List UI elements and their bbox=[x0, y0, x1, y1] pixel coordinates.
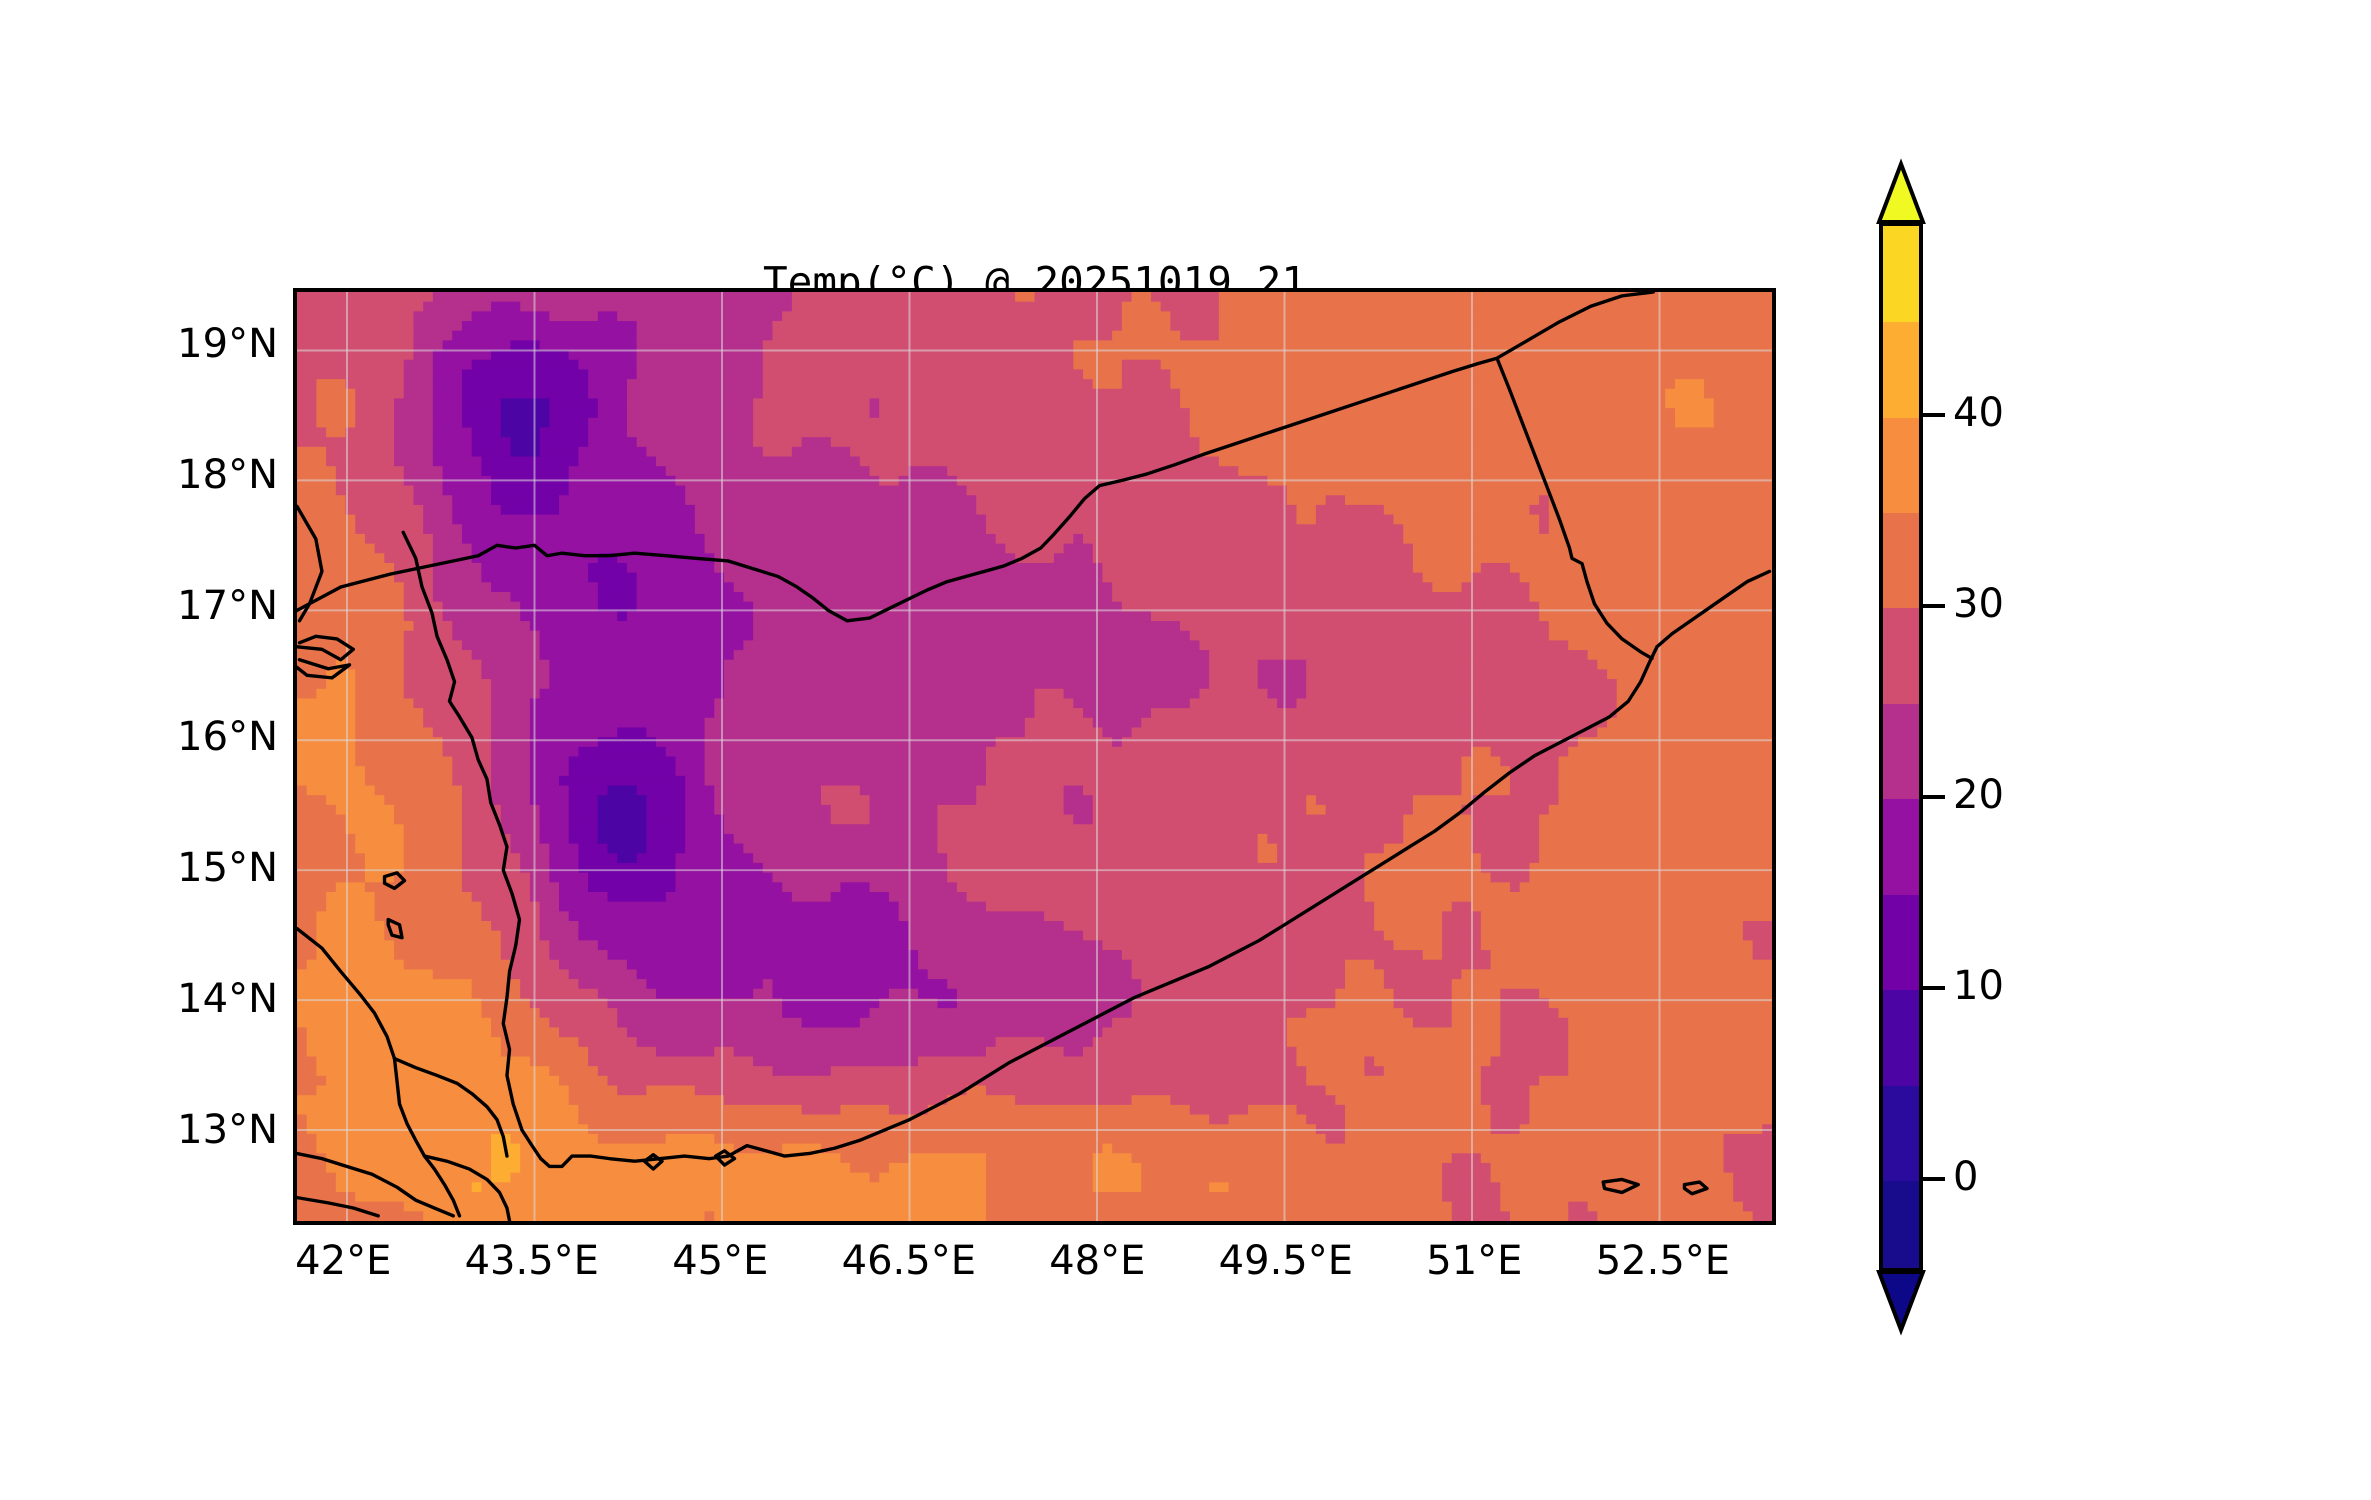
map-axes[interactable] bbox=[293, 288, 1776, 1225]
colorbar-band bbox=[1883, 607, 1919, 704]
y-tick-label: 15°N bbox=[177, 845, 278, 892]
colorbar-tick-label: 30 bbox=[1953, 580, 2004, 627]
coastline-path bbox=[401, 530, 543, 1161]
colorbar-band bbox=[1883, 798, 1919, 895]
colorbar-tick-label: 0 bbox=[1953, 1153, 1979, 1200]
colorbar-tick bbox=[1923, 794, 1945, 799]
coastline-path bbox=[386, 917, 404, 940]
colorbar-tick bbox=[1923, 985, 1945, 990]
coastline-path bbox=[392, 1056, 509, 1158]
colorbar-band bbox=[1883, 321, 1919, 418]
coastline-path bbox=[714, 1149, 737, 1167]
coastline-path bbox=[297, 504, 324, 623]
temperature-field bbox=[297, 292, 1772, 1221]
colorbar-band bbox=[1883, 1085, 1919, 1182]
colorbar-band bbox=[1883, 1180, 1919, 1268]
y-tick-label: 19°N bbox=[177, 320, 278, 367]
x-tick-label: 51°E bbox=[1426, 1238, 1523, 1284]
colorbar-under-arrow bbox=[1876, 1270, 1926, 1336]
coastline-path bbox=[297, 926, 462, 1218]
colorbar-band bbox=[1883, 512, 1919, 609]
x-tick-label: 43.5°E bbox=[464, 1238, 599, 1284]
coastline-path bbox=[297, 356, 1499, 623]
x-tick-label: 48°E bbox=[1049, 1238, 1146, 1284]
colorbar-band bbox=[1883, 989, 1919, 1086]
colorbar[interactable]: 0 10 20 30 40 bbox=[1876, 158, 2004, 1336]
colorbar-band bbox=[1883, 416, 1919, 513]
coastline-path bbox=[1655, 569, 1772, 649]
y-tick-label: 17°N bbox=[177, 583, 278, 630]
x-tick-label: 52.5°E bbox=[1595, 1238, 1731, 1284]
coastline-path bbox=[1601, 1177, 1640, 1195]
coastline-path bbox=[1495, 356, 1654, 661]
colorbar-extend-arrows bbox=[1876, 158, 1926, 1336]
coastline-path bbox=[1495, 292, 1655, 360]
colorbar-tick bbox=[1923, 603, 1945, 608]
coastline-path bbox=[297, 634, 355, 662]
coastline-path bbox=[1682, 1180, 1709, 1196]
colorbar-tick bbox=[1923, 412, 1945, 417]
colorbar-band bbox=[1883, 894, 1919, 991]
colorbar-tick bbox=[1923, 1176, 1945, 1181]
coastline-path bbox=[297, 1195, 380, 1218]
colorbar-tick-label: 40 bbox=[1953, 389, 2004, 436]
colorbar-band bbox=[1883, 703, 1919, 800]
coastline-path bbox=[297, 1151, 455, 1218]
y-tick-label: 18°N bbox=[177, 452, 278, 499]
x-tick-label: 46.5°E bbox=[841, 1238, 976, 1284]
coastline-path bbox=[642, 1153, 664, 1171]
colorbar-tick-label: 10 bbox=[1953, 962, 2004, 1009]
coastline-path bbox=[539, 645, 1659, 1169]
x-tick-label: 45°E bbox=[672, 1238, 769, 1284]
y-tick-label: 16°N bbox=[177, 714, 278, 761]
coastline-path bbox=[422, 1154, 512, 1221]
coastline-path bbox=[382, 871, 407, 891]
y-tick-label: 14°N bbox=[177, 976, 278, 1023]
x-tick-label: 49.5°E bbox=[1218, 1238, 1354, 1284]
colorbar-tick-label: 20 bbox=[1953, 771, 2004, 818]
colorbar-over-arrow bbox=[1876, 158, 1926, 224]
colorbar-body bbox=[1879, 222, 1923, 1272]
x-tick-label: 42°E bbox=[295, 1238, 392, 1284]
coastline-path bbox=[297, 658, 352, 680]
y-tick-label: 13°N bbox=[177, 1107, 278, 1154]
colorbar-band bbox=[1883, 226, 1919, 323]
